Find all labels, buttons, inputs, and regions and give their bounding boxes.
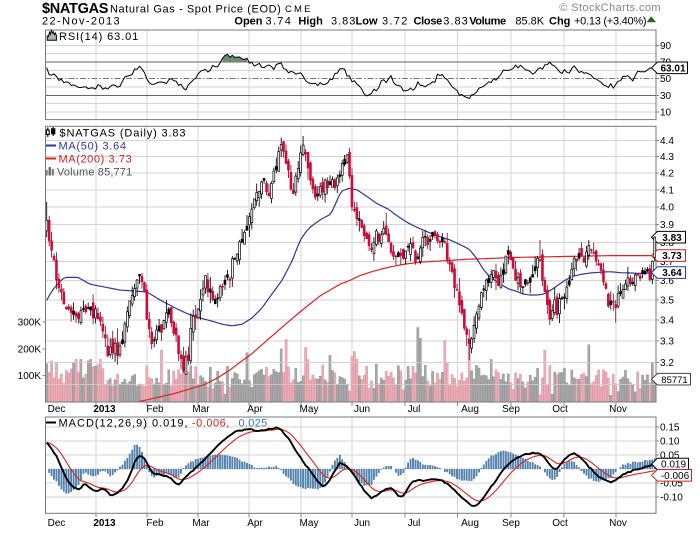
svg-text:Open: Open [234, 16, 262, 28]
svg-text:Jul: Jul [408, 518, 421, 529]
svg-text:Apr: Apr [247, 404, 263, 415]
svg-text:Apr: Apr [247, 518, 263, 529]
svg-text:2013: 2013 [93, 404, 116, 415]
svg-text:Feb: Feb [146, 518, 164, 529]
svg-text:90: 90 [660, 41, 672, 52]
svg-text:May: May [300, 404, 319, 415]
svg-text:MA(50) 3.64: MA(50) 3.64 [59, 141, 127, 153]
svg-text:Chg: Chg [549, 16, 570, 28]
svg-text:Feb: Feb [146, 404, 164, 415]
svg-text:Nov: Nov [609, 518, 627, 529]
svg-text:3.74: 3.74 [266, 16, 293, 28]
svg-text:Volume: Volume [469, 16, 506, 28]
svg-text:© StockCharts.com: © StockCharts.com [559, 2, 661, 14]
svg-text:85771: 85771 [661, 375, 687, 386]
svg-text:Jun: Jun [354, 404, 370, 415]
svg-text:RSI(14) 63.01: RSI(14) 63.01 [59, 31, 139, 43]
svg-text:-0.10: -0.10 [660, 493, 683, 504]
svg-text:MACD(12,26,9) 0.019,: MACD(12,26,9) 0.019, [59, 418, 189, 430]
svg-text:Jul: Jul [408, 404, 421, 415]
svg-text:Sep: Sep [502, 518, 520, 529]
svg-text:CME: CME [285, 4, 313, 15]
svg-text:200K: 200K [18, 344, 42, 355]
svg-text:4.0: 4.0 [660, 203, 674, 214]
svg-text:3.2: 3.2 [660, 358, 674, 369]
svg-text:3.5: 3.5 [660, 295, 674, 306]
svg-text:3.6: 3.6 [660, 276, 674, 287]
svg-text:Sep: Sep [502, 404, 520, 415]
svg-text:4.3: 4.3 [660, 152, 674, 163]
svg-text:3.7: 3.7 [660, 257, 674, 268]
svg-text:4.2: 4.2 [660, 169, 674, 180]
svg-text:Mar: Mar [192, 518, 210, 529]
svg-text:3.83: 3.83 [331, 16, 356, 28]
svg-text:0.025: 0.025 [239, 418, 268, 430]
svg-text:2013: 2013 [93, 518, 116, 529]
svg-text:Jun: Jun [354, 518, 370, 529]
svg-text:100K: 100K [18, 371, 42, 382]
svg-text:10: 10 [660, 108, 672, 119]
svg-text:+0.13 (+3.40%): +0.13 (+3.40%) [574, 16, 646, 28]
svg-text:Mar: Mar [192, 404, 210, 415]
svg-text:3.73: 3.73 [662, 251, 682, 262]
svg-text:Aug: Aug [461, 518, 479, 529]
svg-text:30: 30 [660, 91, 672, 102]
svg-text:Dec: Dec [48, 404, 66, 415]
svg-text:0.10: 0.10 [660, 437, 680, 448]
svg-text:0.019: 0.019 [661, 460, 686, 471]
svg-text:-0.05: -0.05 [660, 479, 683, 490]
svg-text:22-Nov-2013: 22-Nov-2013 [42, 16, 121, 28]
svg-text:300K: 300K [18, 318, 42, 329]
svg-text:0.15: 0.15 [660, 423, 680, 434]
svg-text:Close: Close [414, 16, 443, 28]
svg-text:Volume 85,771: Volume 85,771 [57, 167, 132, 179]
svg-text:4.4: 4.4 [660, 136, 674, 147]
svg-text:Aug: Aug [461, 404, 479, 415]
svg-text:3.9: 3.9 [660, 220, 674, 231]
svg-text:MA(200) 3.73: MA(200) 3.73 [59, 154, 133, 166]
svg-text:50: 50 [660, 74, 672, 85]
svg-text:Nov: Nov [609, 404, 627, 415]
svg-text:3.64: 3.64 [662, 268, 682, 279]
svg-text:3.8: 3.8 [660, 238, 674, 249]
svg-text:3.83: 3.83 [662, 233, 682, 244]
svg-text:3.4: 3.4 [660, 316, 674, 327]
svg-text:May: May [300, 518, 319, 529]
svg-text:$NATGAS: $NATGAS [42, 1, 109, 17]
svg-text:High: High [298, 16, 323, 28]
svg-text:3.3: 3.3 [660, 336, 674, 347]
svg-text:Natural Gas - Spot Price (EOD): Natural Gas - Spot Price (EOD) [110, 4, 281, 16]
svg-text:63.01: 63.01 [660, 63, 685, 74]
svg-text:3.72: 3.72 [382, 16, 409, 28]
svg-text:Oct: Oct [552, 404, 568, 415]
svg-text:$NATGAS (Daily) 3.83: $NATGAS (Daily) 3.83 [60, 128, 187, 140]
svg-text:-0.006: -0.006 [661, 471, 690, 482]
svg-text:3.83: 3.83 [443, 16, 468, 28]
svg-text:-0.006,: -0.006, [192, 418, 230, 430]
svg-text:4.1: 4.1 [660, 185, 674, 196]
svg-text:Dec: Dec [48, 518, 66, 529]
svg-text:Oct: Oct [552, 518, 568, 529]
svg-text:85.8K: 85.8K [515, 16, 544, 28]
svg-text:0.05: 0.05 [660, 451, 680, 462]
svg-text:Low: Low [356, 16, 378, 28]
